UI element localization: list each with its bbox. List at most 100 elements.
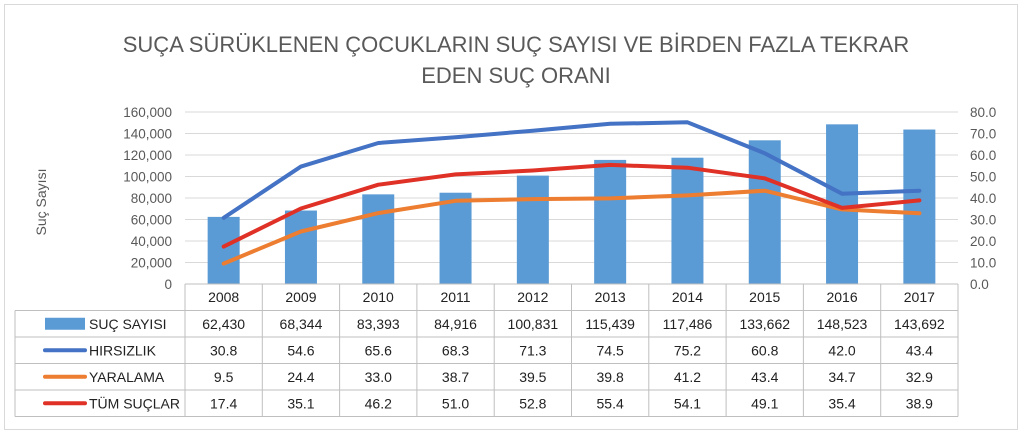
y-left-tick-label: 0	[164, 277, 172, 292]
data-cell: 100,831	[508, 316, 559, 332]
bar-suc-sayisi	[207, 216, 240, 284]
chart-title-line-1: SUÇA SÜRÜKLENEN ÇOCUKLARIN SUÇ SAYISI VE…	[123, 32, 910, 57]
data-cell: 51.0	[442, 395, 469, 411]
y-left-tick-label: 60,000	[131, 213, 172, 228]
data-cell: 71.3	[519, 342, 546, 358]
data-cell: 115,439	[585, 316, 635, 332]
line-point	[299, 165, 303, 169]
data-cell: 84,916	[434, 316, 477, 332]
data-cell: 38.9	[906, 395, 933, 411]
line-tüm-suçlar	[221, 162, 922, 249]
data-cell: 46.2	[365, 395, 392, 411]
y-right-tick-label: 40.0	[970, 191, 996, 206]
combo-chart: SUÇA SÜRÜKLENEN ÇOCUKLARIN SUÇ SAYISI VE…	[14, 32, 996, 417]
line-point	[917, 198, 921, 202]
chart-title-line-2: EDEN SUÇ ORANI	[421, 63, 610, 88]
category-label: 2012	[517, 289, 548, 305]
bar-series	[207, 124, 936, 285]
data-cell: 24.4	[287, 369, 314, 385]
data-cell: 83,393	[357, 316, 400, 332]
data-cell: 32.9	[906, 369, 933, 385]
category-label: 2011	[440, 289, 470, 305]
line-yaralama	[221, 188, 922, 266]
data-cell: 148,523	[817, 316, 868, 332]
legend-key-bar	[45, 317, 85, 330]
data-cell: 35.4	[828, 395, 855, 411]
data-cell: 68.3	[442, 342, 469, 358]
line-point	[454, 172, 458, 176]
data-cell: 43.4	[906, 342, 933, 358]
category-label: 2015	[749, 289, 780, 305]
data-cell: 39.5	[519, 369, 546, 385]
line-point	[840, 206, 844, 210]
bar-suc-sayisi	[903, 129, 936, 284]
y-left-tick-label: 80,000	[131, 191, 172, 206]
line-point	[685, 166, 689, 170]
category-label: 2017	[904, 289, 935, 305]
data-cell: 39.8	[597, 369, 624, 385]
line-point	[531, 197, 535, 201]
line-series	[221, 120, 922, 266]
line-point	[222, 262, 226, 266]
line-point	[454, 135, 458, 139]
data-cell: 117,486	[663, 316, 713, 332]
line-point	[763, 176, 767, 180]
line-point	[917, 189, 921, 193]
data-cell: 54.6	[287, 342, 314, 358]
data-cell: 9.5	[214, 369, 234, 385]
data-cell: 30.8	[210, 342, 237, 358]
line-point	[222, 216, 226, 220]
category-label: 2014	[672, 289, 703, 305]
y-right-tick-label: 60.0	[970, 148, 996, 163]
line-point	[222, 245, 226, 249]
data-cell: 52.8	[519, 395, 546, 411]
bar-suc-sayisi	[439, 192, 472, 284]
line-point	[763, 151, 767, 155]
y-axis-label: Suç Sayısı	[33, 169, 49, 236]
bar-suc-sayisi	[362, 194, 395, 284]
data-cell: 54.1	[674, 395, 701, 411]
series-name: HIRSIZLIK	[89, 342, 157, 358]
line-point	[608, 196, 612, 200]
y-left-tick-label: 120,000	[123, 148, 172, 163]
data-cell: 41.2	[674, 369, 701, 385]
y-axis-left: 0 20,000 40,000 60,000 80,000 100,000 120,000 1…	[123, 105, 172, 292]
data-cell: 35.1	[287, 395, 314, 411]
data-table: 2008 2009 2010 2011 2012 2013 2014 2015 2016 2017…	[14, 283, 959, 417]
data-cell: 75.2	[674, 342, 701, 358]
line-point	[376, 183, 380, 187]
y-right-tick-label: 20.0	[970, 234, 996, 249]
line-point	[608, 122, 612, 126]
line-point	[299, 207, 303, 211]
data-cell: 33.0	[365, 369, 392, 385]
data-cell: 62,430	[202, 316, 245, 332]
y-left-tick-label: 160,000	[123, 105, 172, 120]
bar-suc-sayisi	[284, 210, 317, 284]
line-point	[840, 192, 844, 196]
line-point	[917, 211, 921, 215]
y-right-tick-label: 70.0	[970, 127, 996, 142]
y-right-tick-label: 50.0	[970, 170, 996, 185]
series-name: YARALAMA	[89, 369, 165, 385]
bar-suc-sayisi	[671, 157, 704, 284]
data-cell: 65.6	[365, 342, 392, 358]
line-point	[531, 168, 535, 172]
data-cell: 43.4	[751, 369, 778, 385]
category-label: 2008	[208, 289, 239, 305]
line-point	[763, 189, 767, 193]
line-point	[376, 211, 380, 215]
data-cell: 133,662	[739, 316, 790, 332]
line-point	[299, 230, 303, 234]
bar-suc-sayisi	[516, 175, 549, 284]
y-left-tick-label: 100,000	[123, 170, 172, 185]
category-label: 2010	[363, 289, 394, 305]
chart-title: SUÇA SÜRÜKLENEN ÇOCUKLARIN SUÇ SAYISI VE…	[123, 32, 910, 88]
line-point	[685, 193, 689, 197]
line-hirsizlik	[221, 120, 922, 220]
data-cell: 74.5	[597, 342, 624, 358]
category-label: 2009	[285, 289, 316, 305]
y-right-tick-label: 80.0	[970, 105, 996, 120]
series-name: SUÇ SAYISI	[89, 316, 167, 332]
line-point	[608, 163, 612, 167]
chart-frame: SUÇA SÜRÜKLENEN ÇOCUKLARIN SUÇ SAYISI VE…	[4, 4, 1018, 430]
